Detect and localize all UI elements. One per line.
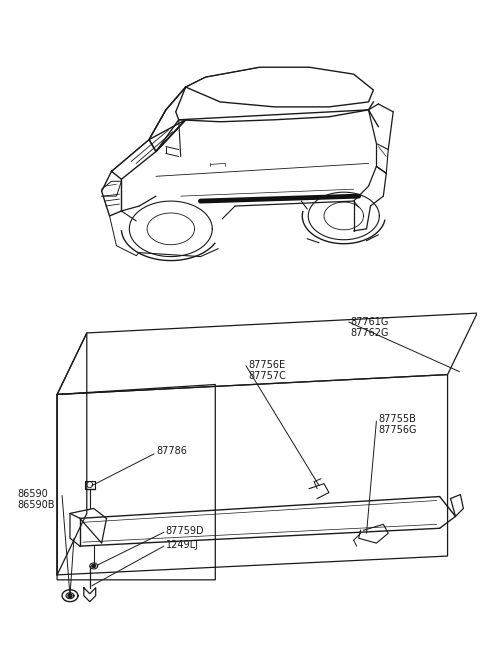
Text: 86590: 86590 xyxy=(18,489,48,498)
Text: 1249LJ: 1249LJ xyxy=(166,540,199,550)
Text: 87759D: 87759D xyxy=(166,527,204,536)
Text: 87757C: 87757C xyxy=(248,371,286,381)
Text: 87755B: 87755B xyxy=(378,414,416,424)
Text: 87762G: 87762G xyxy=(351,328,389,338)
Polygon shape xyxy=(68,593,72,597)
Text: 87756G: 87756G xyxy=(378,425,417,435)
Polygon shape xyxy=(92,565,96,567)
Text: 87786: 87786 xyxy=(156,446,187,456)
Text: 87761G: 87761G xyxy=(351,317,389,327)
Text: 87756E: 87756E xyxy=(248,360,285,369)
Text: 86590B: 86590B xyxy=(18,500,55,510)
